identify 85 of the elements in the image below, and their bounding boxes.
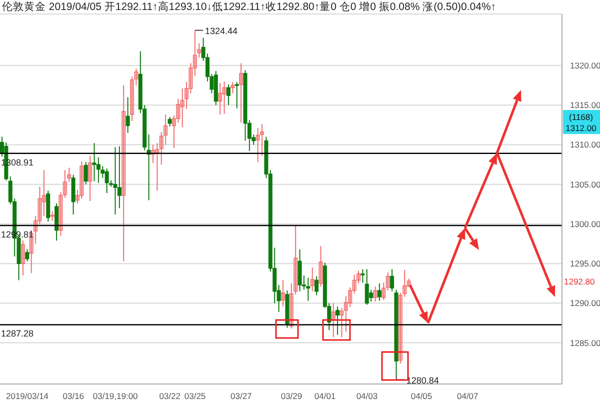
x-tick-label: 03/27 bbox=[230, 391, 252, 400]
candlestick bbox=[192, 30, 197, 76]
candlestick bbox=[398, 292, 402, 364]
text: (1168) 1312.00 bbox=[566, 112, 597, 133]
candlestick bbox=[294, 225, 298, 295]
candlestick bbox=[168, 116, 172, 128]
candlestick bbox=[88, 155, 92, 202]
candlestick bbox=[373, 286, 378, 302]
x-tick-label: 04/03 bbox=[356, 391, 378, 400]
candlestick bbox=[104, 168, 109, 194]
candlestick bbox=[155, 142, 160, 192]
candlestick bbox=[75, 189, 80, 204]
candlestick bbox=[34, 216, 38, 244]
candlestick bbox=[336, 306, 340, 336]
candlestick bbox=[239, 62, 244, 124]
candlestick bbox=[298, 248, 302, 292]
candlestick bbox=[164, 114, 168, 146]
candlestick bbox=[226, 84, 230, 106]
candlestick bbox=[172, 114, 176, 148]
candlestick bbox=[50, 210, 54, 222]
candlestick bbox=[386, 272, 390, 292]
candlestick bbox=[356, 270, 360, 284]
candlestick bbox=[184, 82, 189, 110]
candlestick bbox=[281, 280, 285, 307]
candlestick bbox=[306, 277, 310, 302]
annotation: 1280.84 bbox=[406, 375, 439, 386]
candlestick bbox=[122, 84, 126, 262]
candlestick bbox=[62, 170, 67, 198]
x-tick-label: 03/22 bbox=[159, 391, 181, 400]
x-tick-label: 03/16 bbox=[62, 391, 84, 400]
candlestick bbox=[54, 202, 59, 242]
candlestick bbox=[377, 282, 382, 302]
candlestick bbox=[58, 192, 63, 236]
candlestick bbox=[80, 160, 84, 200]
candlestick bbox=[134, 68, 138, 86]
candlestick bbox=[71, 174, 76, 215]
candlestick bbox=[382, 282, 386, 301]
candlestick bbox=[234, 82, 239, 109]
text: 1292.80 bbox=[564, 276, 595, 286]
x-tick-label: 03/29 bbox=[280, 391, 302, 400]
candlestick bbox=[314, 276, 319, 296]
x-tick-label: 04/01 bbox=[314, 391, 336, 400]
chart-title: 伦敦黄金 2019/04/05 开1292.11↑高1293.10↓低1292.11↑收1292.80↑量0 仓0 增0 振0.08% 涨(0.50)0.04%↑ bbox=[2, 0, 496, 14]
candlestick bbox=[222, 80, 226, 114]
candlestick bbox=[176, 98, 180, 124]
candlestick bbox=[218, 82, 222, 116]
candlestick bbox=[390, 268, 394, 292]
candlestick bbox=[20, 240, 25, 276]
candlestick bbox=[230, 82, 235, 94]
candlestick bbox=[46, 190, 50, 222]
x-tick-label: 2019/03/14 bbox=[6, 391, 49, 400]
candlestick bbox=[25, 248, 30, 262]
candlestick bbox=[67, 167, 72, 182]
candlestick bbox=[318, 246, 323, 288]
candlestick bbox=[84, 162, 88, 185]
candlestick bbox=[260, 124, 264, 156]
x-tick-label: 04/05 bbox=[410, 391, 432, 400]
candlestick bbox=[256, 128, 260, 163]
candlestick bbox=[344, 296, 348, 332]
candlestick bbox=[340, 307, 344, 338]
candlestick bbox=[180, 88, 184, 128]
candlestick bbox=[130, 76, 134, 122]
candlestick bbox=[402, 269, 407, 298]
candlestick bbox=[117, 146, 122, 209]
x-tick-label: 04/07 bbox=[456, 391, 479, 400]
candlestick bbox=[197, 42, 202, 58]
candlestick bbox=[364, 268, 369, 306]
candlestick bbox=[310, 267, 314, 292]
candlestick bbox=[406, 278, 411, 287]
candlestick bbox=[159, 132, 164, 166]
candlestick bbox=[126, 96, 130, 134]
candlestick bbox=[38, 186, 42, 224]
candlestick bbox=[360, 268, 365, 284]
candlestick bbox=[42, 170, 46, 217]
candlestick bbox=[331, 302, 336, 338]
candlestick bbox=[92, 142, 96, 182]
candlestick bbox=[348, 286, 352, 308]
ref-line-label: 1287.28 bbox=[1, 328, 34, 339]
candlestick bbox=[289, 282, 294, 330]
candlestick bbox=[113, 146, 118, 215]
candlestick bbox=[188, 62, 193, 94]
candlestick bbox=[352, 274, 356, 294]
x-tick-label: 03/25 bbox=[184, 391, 206, 400]
x-tick-label: 03/19,19:00 bbox=[92, 391, 138, 400]
annotation: 1324.44 bbox=[205, 26, 238, 36]
